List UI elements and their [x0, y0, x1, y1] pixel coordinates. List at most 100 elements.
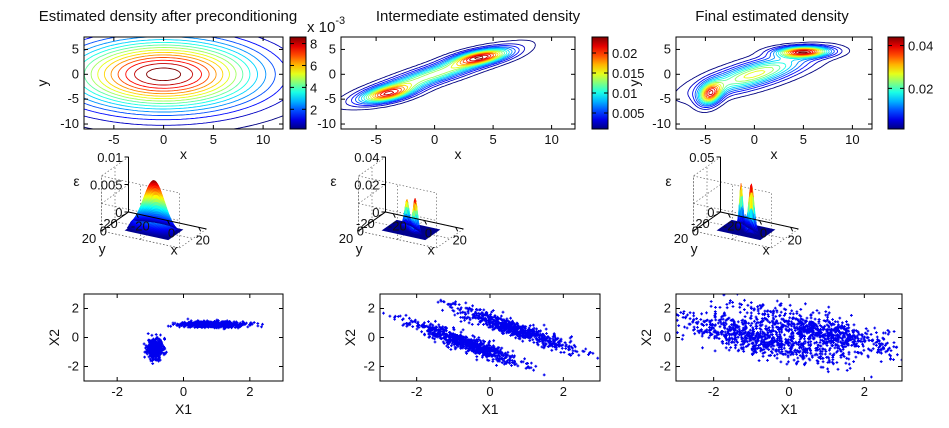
contour-level — [367, 50, 503, 101]
colorbar-1: 2 4 6 8 — [289, 36, 317, 130]
surface-mesh — [399, 198, 424, 236]
contour-level — [146, 67, 182, 82]
surface-facet — [749, 227, 752, 230]
wall-grid — [693, 184, 721, 204]
y-tick-label: 0 — [692, 224, 699, 239]
colorbar-gradient — [887, 36, 905, 130]
colorbar-3: 0.02 0.04 — [887, 36, 933, 130]
z-tick-label: 0.005 — [90, 178, 123, 193]
x-tick-label: 20 — [195, 232, 209, 247]
scatter-panel-2: -2 0 2 -2 0 2 X1 X2 — [342, 293, 601, 417]
contour-level — [708, 50, 812, 96]
y-tick-label: 20 — [339, 231, 353, 246]
x-tick-label: 10 — [845, 132, 859, 147]
x-tick — [167, 220, 170, 225]
contour-level — [687, 43, 843, 110]
colorbar-tick-label: 0.04 — [908, 39, 933, 54]
plot-area — [84, 294, 283, 381]
x-tick-label: 0 — [760, 226, 767, 241]
x-tick — [392, 213, 396, 218]
x-axis-label: x — [180, 146, 187, 162]
z-tick-label: 0.02 — [354, 178, 379, 193]
contour-lines — [84, 37, 283, 129]
x-tick-label: 5 — [210, 132, 217, 147]
contour-panel-1: -5 0 5 10 -10 -5 0 5 x y — [34, 36, 284, 162]
scatter-points — [382, 298, 600, 377]
z-axis-label: ε — [665, 173, 671, 189]
y-tick-label: 5 — [72, 41, 79, 56]
x-tick-label: -20 — [131, 219, 150, 234]
contour-level — [117, 57, 210, 92]
contour-level — [134, 63, 194, 86]
colorbar-tick-label: 2 — [310, 102, 317, 117]
contour-level — [125, 59, 202, 89]
contour-level — [383, 54, 489, 96]
colorbar-gradient — [591, 36, 609, 130]
y-tick-label: -5 — [324, 91, 336, 106]
surface-facet — [754, 230, 757, 233]
contour-level — [103, 51, 224, 97]
y-tick — [691, 228, 697, 232]
contour-level — [360, 48, 510, 103]
x-tick-label: 0 — [486, 384, 493, 399]
x-axis-label: X1 — [780, 401, 797, 417]
y-tick-label: -10 — [317, 116, 336, 131]
contour-level — [84, 44, 244, 105]
scatter-points — [142, 317, 264, 365]
x-tick-label: 0 — [425, 226, 432, 241]
y-tick — [110, 221, 116, 224]
x-axis-label: x — [771, 146, 778, 162]
colorbar-tick-label: 6 — [310, 58, 317, 73]
x-tick-label: 20 — [452, 232, 466, 247]
colorbar-tick-label: 0.02 — [612, 46, 637, 61]
y-tick — [356, 228, 362, 232]
contour-lines — [341, 39, 536, 111]
scatter-markers — [382, 298, 600, 377]
surface-facet — [756, 231, 759, 234]
axes-frame — [675, 36, 873, 130]
contour-level — [377, 53, 494, 98]
x-tick-label: 10 — [256, 132, 270, 147]
surface-facet — [743, 221, 745, 226]
y-axis-label: X2 — [46, 329, 62, 346]
contour-level — [97, 49, 230, 100]
y-tick-label: 0 — [72, 66, 79, 81]
y-tick-label: -2 — [363, 359, 375, 374]
z-tick-label: 0.01 — [97, 150, 122, 165]
x-tick-label: -5 — [108, 132, 120, 147]
contour-level — [84, 37, 267, 113]
contour-level — [379, 53, 492, 97]
contour-level — [84, 39, 258, 110]
surface-facet — [409, 224, 412, 227]
y-axis-label: X2 — [638, 329, 654, 346]
x-axis-label: X1 — [175, 401, 192, 417]
x-tick-label: 0 — [160, 132, 167, 147]
wall-grid — [358, 203, 437, 221]
y-tick-label: -5 — [67, 91, 79, 106]
x-tick-label: 10 — [544, 132, 558, 147]
y-tick-label: -20 — [691, 216, 710, 231]
y-axis-label: X2 — [342, 329, 358, 346]
y-tick-label: 0 — [100, 224, 107, 239]
y-tick-label: -20 — [356, 216, 375, 231]
surface-facet — [177, 228, 179, 230]
colorbar-tick-label: 0.015 — [612, 66, 645, 81]
contour-level — [676, 41, 851, 114]
x-tick — [135, 213, 139, 218]
y-tick-label: 20 — [674, 231, 688, 246]
x-axis-label: x — [428, 242, 435, 258]
scatter-markers — [676, 294, 902, 379]
x-tick-label: 2 — [246, 384, 253, 399]
x-tick — [198, 227, 202, 232]
z-axis-label: ε — [73, 173, 79, 189]
contour-level — [354, 46, 516, 105]
surface-facet — [179, 229, 182, 231]
y-tick — [99, 228, 105, 232]
scatter-panel-1: -2 0 2 -2 0 2 X1 X2 — [46, 293, 284, 417]
y-tick-label: 20 — [82, 231, 96, 246]
y-axis-label: y — [626, 80, 642, 87]
surface-facet — [418, 230, 421, 232]
